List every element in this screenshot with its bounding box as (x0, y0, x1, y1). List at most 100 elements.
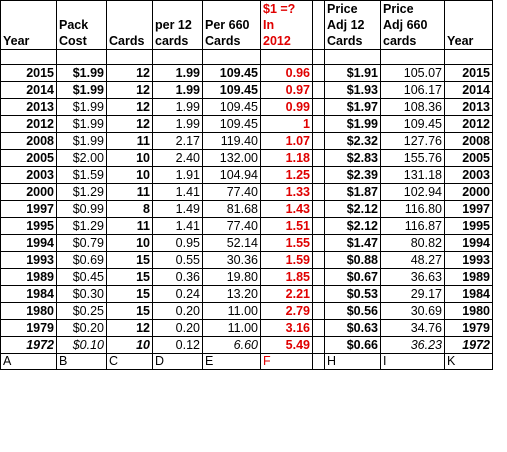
cell-per-660-cards[interactable]: 77.40 (202, 183, 261, 201)
cell-year-right[interactable]: 1989 (444, 268, 493, 286)
cell-cards[interactable]: 10 (106, 336, 153, 354)
cell-per-12-cards[interactable]: 0.55 (152, 251, 203, 269)
header-year-right[interactable] (444, 17, 493, 33)
cell-gap[interactable] (312, 285, 325, 303)
header-dollar-in-2012[interactable]: 2012 (260, 33, 313, 50)
cell-gap[interactable] (312, 234, 325, 252)
cell-dollar-in-2012[interactable]: 5.49 (260, 336, 313, 354)
cell-price-adj-660[interactable]: 127.76 (380, 132, 445, 150)
cell-gap[interactable] (312, 98, 325, 116)
cell-year-right[interactable]: 2008 (444, 132, 493, 150)
cell-dollar-in-2012[interactable]: 3.16 (260, 319, 313, 337)
cell-dollar-in-2012[interactable]: 1.55 (260, 234, 313, 252)
cell-price-adj-12[interactable]: $2.12 (324, 200, 381, 218)
cell-year[interactable]: 1995 (0, 217, 57, 235)
header-year[interactable] (0, 17, 57, 33)
header-year[interactable]: Year (0, 33, 57, 50)
header-cards[interactable] (106, 0, 153, 17)
cell-cards[interactable]: 11 (106, 217, 153, 235)
cell-price-adj-660[interactable]: 116.80 (380, 200, 445, 218)
column-letter[interactable]: H (324, 353, 381, 370)
cell-year-right[interactable]: 2013 (444, 98, 493, 116)
header-dollar-in-2012[interactable]: $1 =? (260, 0, 313, 17)
cell-year-right[interactable]: 1994 (444, 234, 493, 252)
header-per-12-cards[interactable] (152, 0, 203, 17)
cell-price-adj-12[interactable]: $1.47 (324, 234, 381, 252)
header-gap[interactable] (312, 0, 325, 17)
cell-pack-cost[interactable]: $1.99 (56, 132, 107, 150)
cell-gap[interactable] (312, 336, 325, 354)
column-letter[interactable] (312, 353, 325, 370)
cell-year-right[interactable]: 2000 (444, 183, 493, 201)
cell-per-12-cards[interactable]: 0.24 (152, 285, 203, 303)
cell-per-12-cards[interactable]: 1.41 (152, 217, 203, 235)
cell-cards[interactable]: 10 (106, 149, 153, 167)
cell-per-660-cards[interactable]: 81.68 (202, 200, 261, 218)
header-gap[interactable] (312, 17, 325, 33)
cell-gap[interactable] (312, 183, 325, 201)
cell-per-660-cards[interactable]: 11.00 (202, 302, 261, 320)
cell-year[interactable]: 2000 (0, 183, 57, 201)
cell-per-660-cards[interactable]: 132.00 (202, 149, 261, 167)
cell-price-adj-12[interactable]: $1.99 (324, 115, 381, 133)
cell-gap[interactable] (312, 319, 325, 337)
spacer-cell[interactable] (260, 49, 313, 65)
column-letter[interactable]: F (260, 353, 313, 370)
cell-per-12-cards[interactable]: 1.91 (152, 166, 203, 184)
cell-price-adj-660[interactable]: 36.63 (380, 268, 445, 286)
cell-per-12-cards[interactable]: 1.99 (152, 98, 203, 116)
spacer-cell[interactable] (0, 49, 57, 65)
cell-year-right[interactable]: 1984 (444, 285, 493, 303)
header-price-adj-660[interactable]: Price (380, 0, 445, 17)
cell-dollar-in-2012[interactable]: 1.18 (260, 149, 313, 167)
header-per-660-cards[interactable]: Cards (202, 33, 261, 50)
cell-per-12-cards[interactable]: 1.49 (152, 200, 203, 218)
cell-pack-cost[interactable]: $1.99 (56, 64, 107, 82)
cell-year-right[interactable]: 1979 (444, 319, 493, 337)
cell-price-adj-12[interactable]: $0.63 (324, 319, 381, 337)
column-letter[interactable]: E (202, 353, 261, 370)
cell-dollar-in-2012[interactable]: 0.97 (260, 81, 313, 99)
cell-pack-cost[interactable]: $0.30 (56, 285, 107, 303)
cell-per-12-cards[interactable]: 1.99 (152, 115, 203, 133)
cell-year-right[interactable]: 2005 (444, 149, 493, 167)
cell-year[interactable]: 2012 (0, 115, 57, 133)
header-dollar-in-2012[interactable]: In (260, 17, 313, 33)
cell-price-adj-660[interactable]: 105.07 (380, 64, 445, 82)
cell-year-right[interactable]: 2012 (444, 115, 493, 133)
cell-price-adj-660[interactable]: 48.27 (380, 251, 445, 269)
cell-gap[interactable] (312, 217, 325, 235)
header-year-right[interactable] (444, 0, 493, 17)
cell-cards[interactable]: 12 (106, 81, 153, 99)
cell-price-adj-660[interactable]: 155.76 (380, 149, 445, 167)
header-pack-cost[interactable]: Pack (56, 17, 107, 33)
cell-per-660-cards[interactable]: 30.36 (202, 251, 261, 269)
cell-per-12-cards[interactable]: 0.20 (152, 319, 203, 337)
cell-dollar-in-2012[interactable]: 1.59 (260, 251, 313, 269)
spacer-cell[interactable] (324, 49, 381, 65)
cell-gap[interactable] (312, 268, 325, 286)
cell-per-12-cards[interactable]: 1.99 (152, 64, 203, 82)
cell-dollar-in-2012[interactable]: 0.99 (260, 98, 313, 116)
cell-cards[interactable]: 10 (106, 234, 153, 252)
header-per-660-cards[interactable]: Per 660 (202, 17, 261, 33)
column-letter[interactable]: B (56, 353, 107, 370)
cell-year-right[interactable]: 1995 (444, 217, 493, 235)
header-cards[interactable]: Cards (106, 33, 153, 50)
cell-price-adj-660[interactable]: 36.23 (380, 336, 445, 354)
cell-per-12-cards[interactable]: 0.20 (152, 302, 203, 320)
cell-dollar-in-2012[interactable]: 1.51 (260, 217, 313, 235)
cell-year-right[interactable]: 2003 (444, 166, 493, 184)
cell-per-12-cards[interactable]: 1.99 (152, 81, 203, 99)
cell-dollar-in-2012[interactable]: 1 (260, 115, 313, 133)
cell-year-right[interactable]: 1993 (444, 251, 493, 269)
cell-pack-cost[interactable]: $0.10 (56, 336, 107, 354)
cell-per-660-cards[interactable]: 109.45 (202, 64, 261, 82)
cell-year[interactable]: 2013 (0, 98, 57, 116)
spacer-cell[interactable] (56, 49, 107, 65)
header-pack-cost[interactable]: Cost (56, 33, 107, 50)
header-year[interactable] (0, 0, 57, 17)
spacer-cell[interactable] (106, 49, 153, 65)
cell-price-adj-12[interactable]: $2.12 (324, 217, 381, 235)
cell-dollar-in-2012[interactable]: 1.07 (260, 132, 313, 150)
